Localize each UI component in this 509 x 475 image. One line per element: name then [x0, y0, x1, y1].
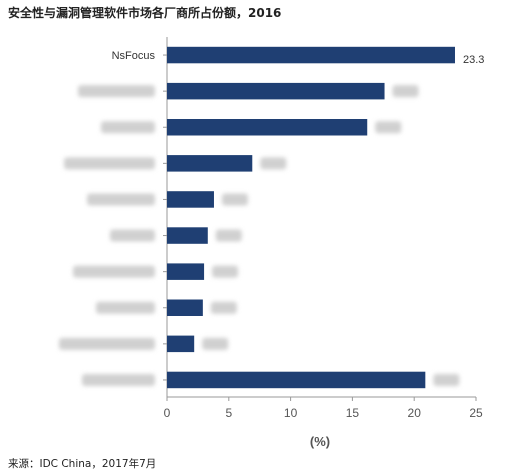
- category-label-redacted: [101, 121, 155, 134]
- value-label-redacted: [260, 157, 287, 170]
- bar: [167, 119, 368, 136]
- value-label-redacted: [210, 301, 237, 314]
- value-label: 23.3: [463, 54, 484, 66]
- value-label-redacted: [215, 229, 242, 242]
- category-label-redacted: [110, 229, 155, 242]
- x-tick-label: 5: [225, 406, 232, 420]
- category-label-redacted: [59, 337, 155, 350]
- plot-area: 0 5 10 15 20 25 NsFocus 23.3: [59, 37, 484, 420]
- category-label-redacted: [78, 85, 155, 98]
- category-label-redacted: [82, 373, 155, 386]
- x-tick-label: 25: [469, 406, 483, 420]
- value-label-redacted: [392, 85, 419, 98]
- bar: [167, 191, 214, 208]
- bar: [167, 46, 455, 64]
- bar: [167, 299, 203, 316]
- bar: [167, 82, 385, 100]
- value-label-redacted: [433, 373, 460, 386]
- category-label-redacted: [87, 193, 155, 206]
- bar: [167, 263, 205, 280]
- bar: [167, 227, 208, 244]
- x-tick-label: 15: [346, 406, 360, 420]
- category-label-redacted: [96, 301, 155, 314]
- x-tick-label: 10: [284, 406, 298, 420]
- x-tick-label: 20: [408, 406, 422, 420]
- value-label-redacted: [375, 121, 402, 134]
- chart-title: 安全性与漏洞管理软件市场各厂商所占份额，2016: [8, 5, 281, 20]
- bar: [167, 371, 426, 389]
- bar: [167, 335, 195, 353]
- category-label: NsFocus: [112, 50, 156, 62]
- category-label-redacted: [64, 157, 155, 170]
- value-label-redacted: [221, 193, 248, 206]
- value-label-redacted: [212, 265, 239, 278]
- source-note: 来源：IDC China，2017年7月: [8, 457, 156, 470]
- category-label-redacted: [73, 265, 155, 278]
- value-label-redacted: [202, 337, 229, 350]
- x-axis-title: (%): [310, 434, 330, 449]
- bar: [167, 155, 253, 172]
- x-tick-label: 0: [164, 406, 171, 420]
